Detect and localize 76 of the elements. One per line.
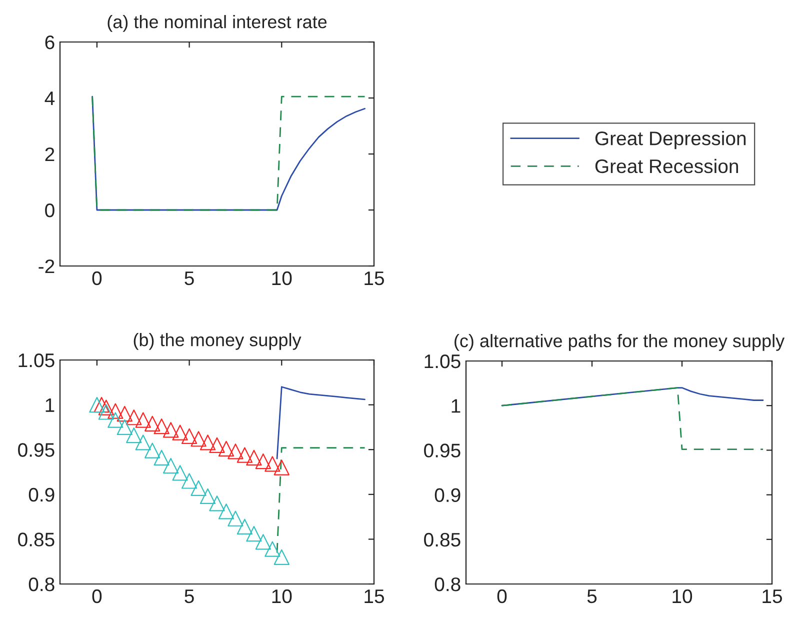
point <box>108 412 124 428</box>
point <box>246 450 262 466</box>
point <box>218 440 234 457</box>
x-tick-label: 10 <box>272 271 292 286</box>
y-tick-label: 1 <box>452 399 460 413</box>
x-tick-label: 15 <box>364 590 384 604</box>
point <box>98 404 114 420</box>
point <box>144 416 160 432</box>
point <box>255 534 272 550</box>
point <box>144 442 160 458</box>
x-tick-label: 5 <box>587 590 597 604</box>
point <box>162 422 179 438</box>
point <box>228 510 244 526</box>
point <box>181 428 198 444</box>
point <box>190 480 206 496</box>
point <box>200 434 216 450</box>
point <box>126 410 142 426</box>
point <box>264 456 280 472</box>
point <box>89 396 105 413</box>
point <box>116 419 132 436</box>
point <box>135 412 151 428</box>
line-series <box>92 96 366 211</box>
y-tick-label: 0.85 <box>18 532 54 546</box>
point <box>228 444 244 460</box>
x-tick-label: 5 <box>184 272 194 286</box>
y-tick-label: 1.05 <box>18 353 54 368</box>
y-tick-label: 0.9 <box>434 488 460 502</box>
x-tick-label: 15 <box>364 272 384 286</box>
chart-title: (a) the nominal interest rate <box>108 15 327 32</box>
point <box>236 518 253 534</box>
y-tick-label: 0 <box>45 203 54 218</box>
legend-label: Great Recession <box>595 158 738 174</box>
point <box>172 465 188 481</box>
x-tick-label: 0 <box>92 271 102 286</box>
point <box>126 427 142 444</box>
point <box>135 434 151 450</box>
point <box>246 526 262 542</box>
point <box>108 403 124 419</box>
point <box>274 549 290 565</box>
point <box>209 496 225 512</box>
point <box>162 458 179 474</box>
x-tick-label: 0 <box>92 589 102 604</box>
y-tick-label: -2 <box>38 259 54 274</box>
point <box>255 453 272 470</box>
x-tick-label: 10 <box>272 589 292 604</box>
y-tick-label: 2 <box>45 147 54 162</box>
point <box>236 447 253 463</box>
point <box>190 431 206 447</box>
x-tick-label: 15 <box>762 590 782 604</box>
point <box>154 418 170 434</box>
point <box>116 406 132 422</box>
point <box>172 424 188 440</box>
y-tick-label: 1 <box>46 398 54 412</box>
y-tick-label: 0.9 <box>28 488 54 502</box>
point <box>218 504 234 520</box>
y-tick-label: 0.95 <box>424 444 460 458</box>
point <box>154 450 170 466</box>
point <box>200 488 216 504</box>
point <box>264 541 280 557</box>
point <box>98 400 114 416</box>
y-tick-label: 1.05 <box>424 354 460 368</box>
y-tick-label: 6 <box>45 35 54 50</box>
y-tick-label: 0.8 <box>434 577 460 592</box>
x-tick-label: 10 <box>672 589 692 604</box>
point <box>274 460 290 476</box>
x-tick-label: 0 <box>497 589 507 604</box>
x-tick-label: 5 <box>184 590 194 604</box>
point <box>181 473 198 489</box>
point <box>209 437 225 453</box>
chart-title: (b) the money supply <box>134 333 302 350</box>
y-tick-label: 0.95 <box>18 443 54 457</box>
legend-label: Great Depression <box>595 131 746 150</box>
y-tick-label: 0.8 <box>28 577 54 592</box>
y-tick-label: 0.85 <box>424 532 460 547</box>
y-tick-label: 4 <box>44 92 55 106</box>
chart-title: (c) alternative paths for the money supply <box>454 334 785 351</box>
